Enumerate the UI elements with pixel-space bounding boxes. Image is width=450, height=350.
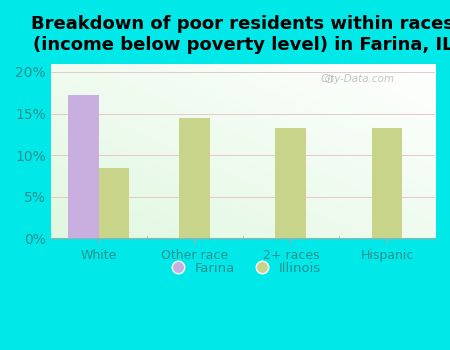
Bar xyxy=(275,128,306,238)
Text: City-Data.com: City-Data.com xyxy=(321,75,395,84)
Bar xyxy=(372,128,402,238)
Title: Breakdown of poor residents within races
(income below poverty level) in Farina,: Breakdown of poor residents within races… xyxy=(32,15,450,54)
Bar xyxy=(68,95,99,238)
Bar xyxy=(99,168,130,238)
Legend: Farina, Illinois: Farina, Illinois xyxy=(159,257,326,280)
Bar xyxy=(180,118,210,238)
Text: ⊙: ⊙ xyxy=(324,73,334,86)
